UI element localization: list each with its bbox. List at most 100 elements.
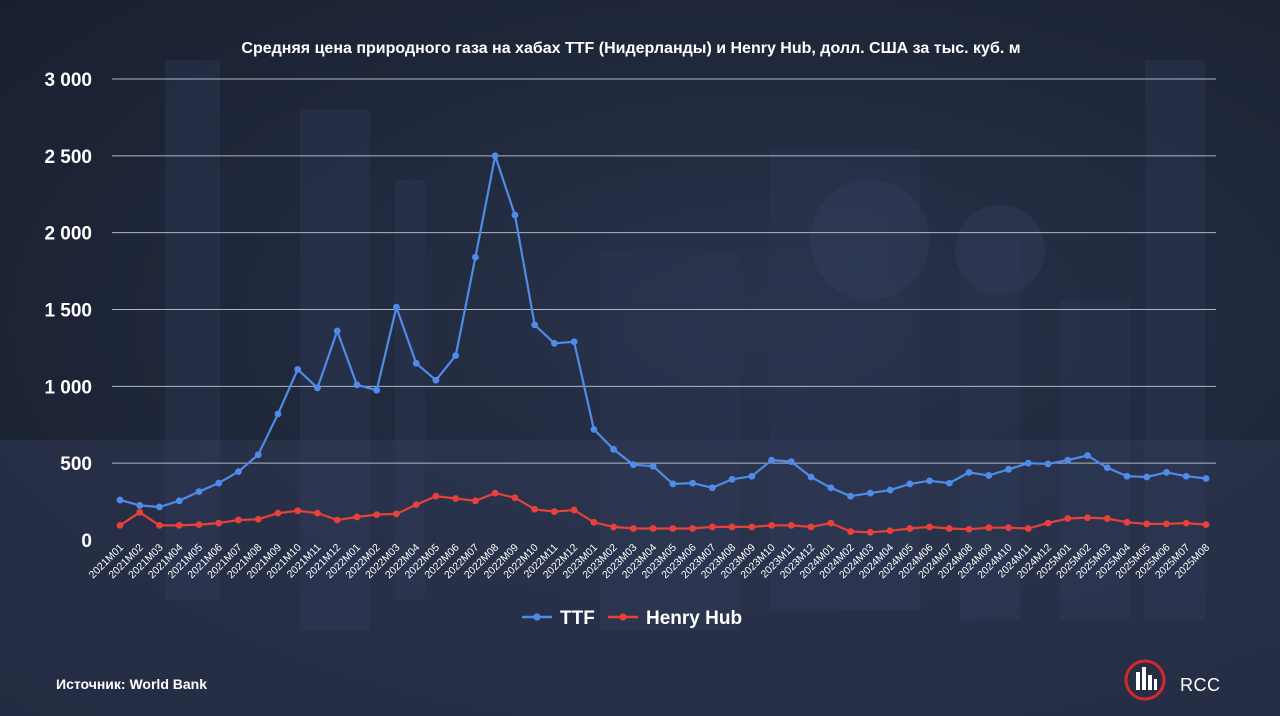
- data-point: [274, 410, 282, 418]
- data-point: [610, 523, 618, 531]
- data-point: [156, 503, 163, 511]
- data-point: [926, 523, 933, 531]
- data-point: [945, 479, 953, 487]
- data-point: [807, 523, 815, 531]
- data-point: [432, 376, 440, 384]
- data-point: [1024, 525, 1032, 532]
- legend-marker: [533, 613, 541, 621]
- data-point: [215, 519, 223, 527]
- data-point: [807, 473, 815, 481]
- data-point: [254, 515, 262, 523]
- data-point: [393, 510, 400, 518]
- data-point: [373, 386, 381, 394]
- legend-label: Henry Hub: [646, 608, 742, 629]
- data-point: [175, 497, 183, 505]
- data-point: [827, 484, 835, 492]
- data-point: [314, 509, 321, 517]
- y-tick-label: 1 500: [44, 301, 92, 322]
- data-point: [985, 524, 993, 532]
- data-point: [1084, 452, 1091, 459]
- data-point: [333, 327, 341, 335]
- gridlines: [112, 78, 1216, 464]
- data-point: [590, 425, 598, 433]
- data-point: [373, 511, 381, 519]
- data-point: [314, 384, 321, 392]
- data-point: [768, 522, 775, 529]
- data-point: [195, 521, 203, 529]
- data-point: [156, 522, 163, 529]
- data-point: [610, 445, 618, 453]
- data-point: [116, 522, 124, 529]
- data-point: [689, 525, 697, 532]
- data-point: [491, 489, 499, 497]
- data-point: [1182, 519, 1190, 527]
- series-lines: [116, 152, 1210, 536]
- data-point: [926, 477, 933, 485]
- data-point: [1103, 464, 1111, 472]
- data-point: [1005, 524, 1012, 532]
- data-point: [136, 502, 144, 509]
- data-point: [847, 492, 854, 500]
- data-point: [985, 472, 993, 479]
- data-point: [1163, 520, 1170, 528]
- data-point: [1202, 521, 1210, 529]
- data-point: [629, 525, 637, 532]
- y-tick-label: 1 000: [44, 377, 92, 398]
- data-point: [531, 321, 539, 329]
- data-point: [1064, 456, 1072, 464]
- data-point: [748, 472, 756, 480]
- chart-title: Средняя цена природного газа на хабах TT…: [241, 40, 1020, 57]
- data-point: [531, 505, 539, 513]
- data-point: [886, 527, 894, 535]
- data-point: [511, 494, 519, 502]
- data-point: [906, 480, 914, 488]
- data-point: [254, 451, 262, 459]
- data-point: [629, 461, 637, 469]
- data-point: [1202, 475, 1210, 482]
- data-point: [294, 507, 302, 515]
- x-axis-ticks: 2021M012021M022021M032021M042021M052021M…: [87, 542, 1213, 582]
- legend-marker: [619, 613, 627, 621]
- data-point: [491, 152, 499, 160]
- data-point: [1044, 519, 1052, 527]
- data-point: [274, 509, 282, 517]
- data-point: [1084, 514, 1091, 522]
- data-point: [452, 352, 460, 359]
- data-point: [570, 506, 578, 514]
- data-point: [1182, 472, 1190, 480]
- y-tick-label: 500: [60, 454, 92, 475]
- data-point: [1123, 472, 1131, 480]
- brand-name: RCC: [1180, 675, 1221, 695]
- data-point: [333, 516, 341, 524]
- y-tick-label: 2 000: [44, 224, 92, 245]
- data-point: [590, 518, 598, 526]
- data-point: [748, 523, 756, 531]
- data-point: [136, 508, 144, 516]
- data-point: [1143, 520, 1151, 528]
- data-point: [649, 462, 657, 470]
- data-point: [669, 525, 677, 532]
- y-tick-label: 2 500: [44, 147, 92, 168]
- data-point: [669, 480, 677, 488]
- data-point: [945, 525, 953, 532]
- data-point: [175, 522, 183, 529]
- data-point: [1064, 515, 1072, 522]
- data-point: [787, 458, 795, 466]
- data-point: [906, 525, 914, 532]
- data-point: [965, 525, 973, 533]
- source-note: Источник: World Bank: [56, 676, 207, 692]
- data-point: [511, 211, 519, 219]
- series-line: [119, 154, 1207, 509]
- y-axis-ticks: 0 500 1 000 1 500 2 000 2 500 3 000: [44, 70, 92, 552]
- data-point: [728, 523, 736, 531]
- data-point: [689, 479, 697, 487]
- data-point: [728, 475, 736, 483]
- data-point: [452, 495, 460, 502]
- data-point: [1163, 468, 1170, 476]
- data-point: [235, 516, 242, 524]
- data-point: [412, 501, 420, 509]
- data-point: [393, 303, 400, 311]
